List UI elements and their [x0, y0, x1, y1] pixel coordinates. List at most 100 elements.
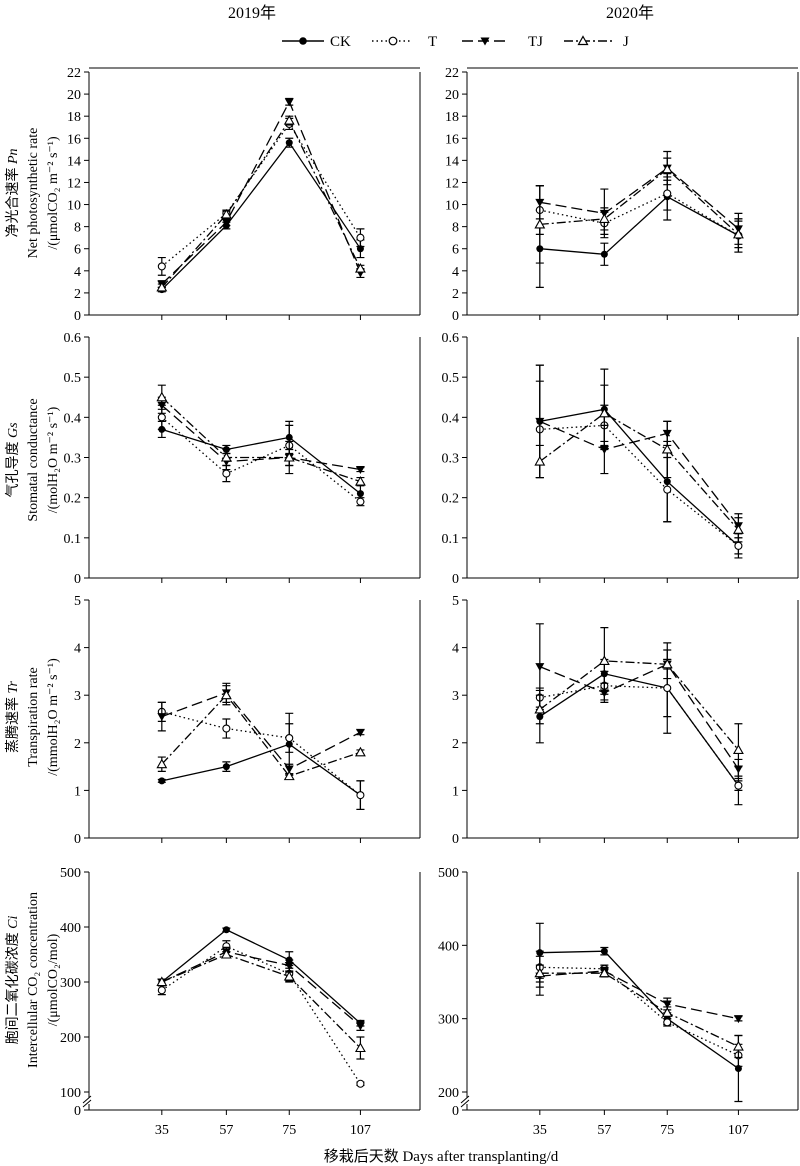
ylabel-pn-line1: 净光合速率 Pn [4, 148, 21, 237]
data-point-tj [535, 663, 545, 672]
ylabel-tr-line2: Transpiration rate [26, 667, 41, 766]
data-point-t [663, 485, 672, 494]
y-tick-label: 300 [438, 1013, 459, 1028]
series-line-ck [161, 428, 361, 495]
data-point-ck [285, 139, 293, 147]
y-tick-label: 0 [74, 832, 81, 847]
data-point-j [220, 451, 232, 462]
series-line-j [161, 119, 361, 288]
tj-marker-icon [480, 37, 490, 46]
data-point-j [156, 391, 168, 402]
data-point-t [356, 791, 365, 800]
ck-marker-icon [299, 37, 307, 45]
y-tick-label: 4 [452, 265, 459, 280]
y-tick-label: 0.5 [64, 371, 82, 386]
data-point-t [734, 541, 743, 550]
series-line-j [539, 972, 739, 1048]
ylabel-pn-line3: /(μmolCO₂ m⁻² s⁻¹) [46, 136, 61, 250]
chart-panel-2-1: 0 1 2 3 4 5 [452, 594, 799, 847]
y-tick-label: 0 [452, 572, 459, 587]
legend-item-t: T [372, 34, 437, 50]
x-tick-label: 107 [350, 1123, 371, 1138]
data-point-j [732, 524, 744, 534]
series-line-tj [539, 167, 739, 230]
data-point-t [663, 189, 672, 198]
series-line-ck [161, 929, 361, 1024]
y-tick-label: 2 [452, 287, 459, 302]
series-t [157, 701, 365, 811]
y-tick-label: 0.4 [64, 411, 82, 426]
y-tick-label: 5 [452, 594, 459, 609]
y-tick-label: 0.1 [64, 532, 82, 547]
y-tick-label: 4 [452, 642, 459, 657]
data-point-j [534, 455, 546, 466]
series-j [534, 950, 744, 1059]
chart-panel-0-1: 0 2 4 6 8 10 12 14 16 18 20 22 [445, 66, 799, 324]
data-point-j [661, 658, 673, 669]
series-t [535, 380, 743, 555]
y-tick-label: 0 [74, 309, 81, 324]
data-point-j [732, 1040, 744, 1051]
data-point-j [354, 1042, 366, 1053]
x-tick-label: 75 [282, 1123, 296, 1138]
series-t [535, 176, 743, 253]
data-point-j [354, 475, 366, 486]
data-point-tj [157, 713, 167, 722]
data-point-tj [662, 1000, 672, 1009]
data-point-j [156, 281, 168, 292]
y-tick-label: 0 [452, 1104, 459, 1119]
series-line-t [161, 945, 361, 1085]
series-line-j [539, 168, 739, 235]
data-point-t [222, 469, 231, 478]
data-point-t [356, 233, 365, 242]
data-point-j [354, 746, 366, 757]
y-tick-label: 0.5 [442, 371, 460, 386]
data-point-tj [535, 417, 545, 426]
x-tick-label: 75 [660, 1123, 674, 1138]
y-tick-label: 14 [445, 154, 459, 169]
series-j [156, 384, 366, 487]
data-point-tj [284, 98, 294, 107]
legend-item-ck: CK [282, 34, 351, 50]
data-point-j [661, 443, 673, 454]
y-tick-label: 0.2 [64, 492, 82, 507]
series-line-t [539, 685, 739, 786]
legend-label-ck: CK [330, 34, 351, 50]
data-point-j [283, 770, 295, 781]
y-tick-label: 0 [74, 572, 81, 587]
series-line-j [539, 412, 739, 531]
ylabel-gs-line2: Stomatal conductance [26, 398, 41, 521]
data-point-ck [222, 763, 230, 771]
series-ck [157, 137, 365, 294]
data-point-j [534, 703, 546, 714]
legend: CK T TJ J [282, 34, 629, 50]
y-tick-label: 400 [60, 921, 81, 936]
data-point-t [663, 1018, 672, 1027]
legend-item-j: J [564, 34, 629, 50]
y-tick-label: 1 [74, 784, 81, 799]
ylabel-pn: 净光合速率 Pn Net photosynthetic rate /(μmolC… [4, 128, 61, 259]
y-tick-label: 0.3 [64, 452, 82, 467]
data-point-ck [158, 777, 166, 785]
series-line-ck [539, 196, 739, 255]
y-tick-label: 400 [438, 939, 459, 954]
series-line-tj [539, 663, 739, 770]
data-point-ck [222, 926, 230, 934]
series-tj [157, 682, 365, 775]
y-tick-label: 18 [67, 110, 81, 125]
series-line-j [539, 660, 739, 751]
x-axis-title: 移栽后天数 Days after transplanting/d [324, 1148, 559, 1165]
data-point-j [661, 1007, 673, 1017]
y-tick-label: 12 [67, 176, 81, 191]
data-point-ck [600, 250, 608, 258]
series-line-ck [539, 673, 739, 786]
series-ck [535, 922, 743, 1103]
data-point-j [598, 967, 610, 978]
data-point-j [220, 208, 232, 219]
y-tick-label: 8 [74, 221, 81, 236]
series-ck [157, 420, 365, 503]
y-tick-label: 4 [74, 265, 81, 280]
y-tick-label: 0.2 [442, 492, 460, 507]
y-tick-label: 4 [74, 642, 81, 657]
data-point-t [157, 413, 166, 422]
